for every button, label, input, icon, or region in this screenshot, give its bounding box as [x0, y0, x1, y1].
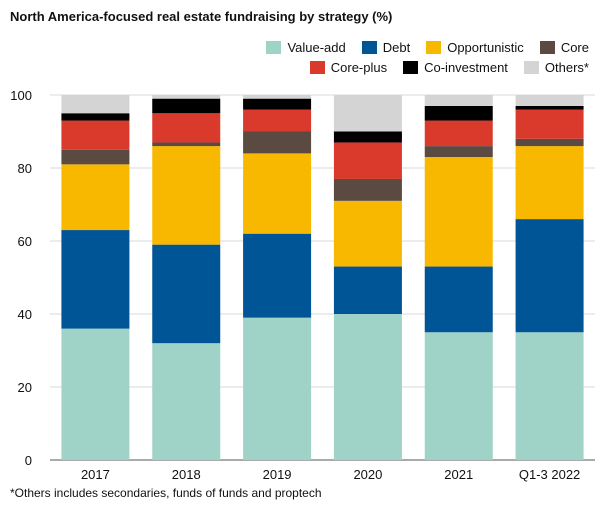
- y-tick-label: 100: [10, 88, 32, 103]
- bar-segment: [243, 95, 312, 99]
- bar-segment: [515, 105, 584, 110]
- bar-segment: [243, 109, 312, 132]
- legend-label: Others*: [544, 60, 589, 75]
- bar-segment: [424, 266, 493, 333]
- legend-item: Opportunistic: [426, 40, 524, 55]
- bar-segment: [61, 113, 130, 121]
- bar-segment: [61, 230, 130, 329]
- bar-segment: [333, 266, 402, 314]
- y-tick-label: 80: [18, 161, 32, 176]
- bar-segment: [515, 219, 584, 333]
- y-tick-label: 60: [18, 234, 32, 249]
- legend-item: Others*: [523, 60, 589, 75]
- chart-title: North America-focused real estate fundra…: [10, 9, 393, 24]
- legend-swatch: [361, 41, 377, 54]
- legend-item: Value-add: [266, 40, 346, 55]
- bar-segment: [61, 95, 130, 114]
- legend-swatch: [539, 41, 555, 54]
- bar-segment: [152, 113, 221, 143]
- legend-label: Core-plus: [330, 60, 388, 75]
- legend-swatch: [309, 61, 325, 74]
- legend-item: Core-plus: [309, 60, 388, 75]
- legend-item: Core: [539, 40, 589, 55]
- bar-segment: [333, 142, 402, 179]
- legend-swatch: [403, 61, 419, 74]
- bar-segment: [152, 244, 221, 344]
- bar-segment: [61, 164, 130, 231]
- bar-segment: [152, 95, 221, 99]
- chart-legend: Value-add Debt Opportunistic Core Core-plus C…: [229, 40, 589, 75]
- bar-segment: [243, 98, 312, 110]
- bar-segment: [152, 142, 221, 147]
- bar-segment: [333, 178, 402, 201]
- bar-segment: [243, 233, 312, 318]
- x-tick-label: 2021: [444, 467, 473, 482]
- bar-segment: [515, 138, 584, 147]
- bar-segment: [424, 332, 493, 460]
- bar-segment: [333, 95, 402, 132]
- legend-label: Opportunistic: [447, 40, 524, 55]
- legend-label: Co-investment: [424, 60, 508, 75]
- bar-segment: [61, 149, 130, 165]
- bar-segment: [243, 153, 312, 234]
- bar-segment: [243, 317, 312, 460]
- bar-segment: [152, 98, 221, 114]
- bar-segment: [61, 120, 130, 150]
- bar-segment: [424, 105, 493, 121]
- y-tick-label: 0: [25, 453, 32, 468]
- bar-segment: [515, 109, 584, 139]
- bar-segment: [152, 146, 221, 245]
- legend-label: Core: [560, 40, 589, 55]
- legend-swatch: [523, 61, 539, 74]
- bar-segment: [515, 95, 584, 106]
- bar-segment: [243, 131, 312, 154]
- bar-segment: [424, 120, 493, 147]
- y-tick-label: 20: [18, 380, 32, 395]
- legend-item: Debt: [361, 40, 411, 55]
- x-tick-label: 2018: [172, 467, 201, 482]
- bar-segment: [152, 343, 221, 460]
- bar-segment: [333, 314, 402, 460]
- bar-segment: [333, 200, 402, 267]
- bar-segment: [515, 146, 584, 220]
- bar-segment: [424, 157, 493, 267]
- legend-swatch: [266, 41, 282, 54]
- bar-segment: [424, 146, 493, 158]
- legend-label: Value-add: [287, 40, 346, 55]
- y-tick-label: 40: [18, 307, 32, 322]
- bar-segment: [333, 131, 402, 143]
- x-tick-label: 2017: [81, 467, 110, 482]
- bar-segment: [424, 95, 493, 106]
- legend-label: Debt: [382, 40, 411, 55]
- footnote: *Others includes secondaries, funds of f…: [10, 486, 322, 500]
- legend-item: Co-investment: [403, 60, 508, 75]
- x-tick-label: 2020: [353, 467, 382, 482]
- x-tick-label: Q1-3 2022: [519, 467, 580, 482]
- legend-swatch: [426, 41, 442, 54]
- bar-segment: [515, 332, 584, 460]
- x-tick-label: 2019: [263, 467, 292, 482]
- bar-segment: [61, 328, 130, 460]
